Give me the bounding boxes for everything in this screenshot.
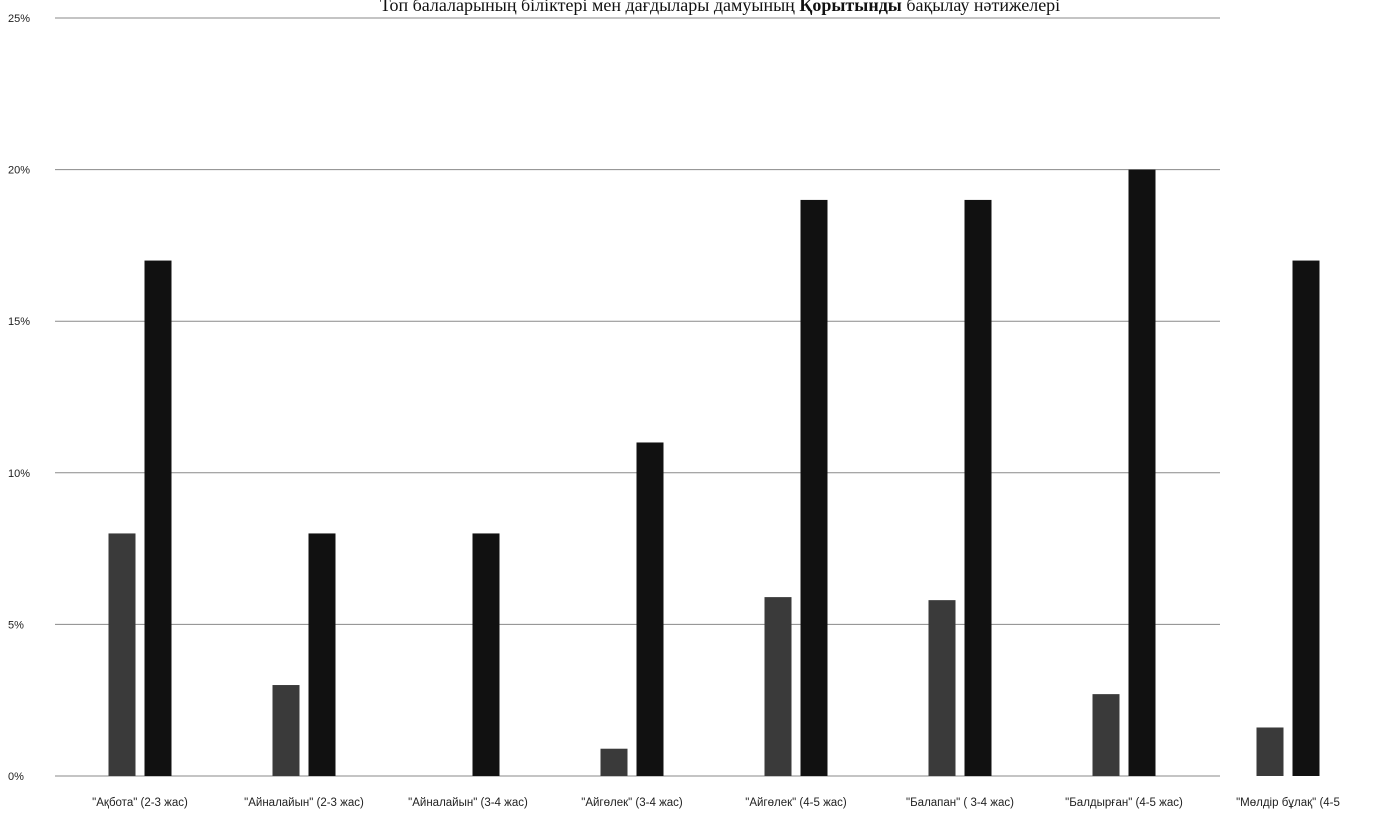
x-tick-label: "Балапан" ( 3-4 жас) xyxy=(906,797,1014,809)
bar xyxy=(1092,694,1120,776)
y-tick-label: 20% xyxy=(8,165,30,177)
bar xyxy=(764,597,792,776)
x-tick-label: "Айгөлек" (3-4 жас) xyxy=(581,797,683,809)
bar xyxy=(472,533,500,776)
x-tick-label: "Айгөлек" (4-5 жас) xyxy=(745,797,847,809)
bar xyxy=(600,748,628,776)
bar xyxy=(1128,169,1156,777)
y-tick-label: 25% xyxy=(8,13,30,25)
bar xyxy=(1292,260,1320,776)
bar xyxy=(800,199,828,777)
chart-title: Топ балаларының біліктері мен дағдылары … xyxy=(120,0,1320,16)
x-axis: "Ақбота" (2-3 жас) "Айналайын" (2-3 жас) "… xyxy=(92,797,1340,809)
y-tick-label: 5% xyxy=(8,619,24,631)
bar xyxy=(144,260,172,776)
y-tick-label: 0% xyxy=(8,771,24,783)
bars xyxy=(108,169,1320,777)
bar xyxy=(308,533,336,776)
bar xyxy=(636,442,664,776)
x-tick-label: "Айналайын" (3-4 жас) xyxy=(408,797,528,809)
bar xyxy=(1256,727,1284,776)
chart-title-part-2: Қорытынды xyxy=(799,0,902,15)
bar xyxy=(928,600,956,776)
x-tick-label: "Балдырған" (4-5 жас) xyxy=(1065,797,1183,809)
chart-title-part-1: Топ балаларының біліктері мен дағдылары … xyxy=(379,0,800,15)
bar xyxy=(108,533,136,776)
x-tick-label: "Мөлдір бұлақ" (4-5 xyxy=(1236,797,1340,809)
y-axis: 0% 5% 10% 15% 20% 25% xyxy=(8,13,30,783)
bar xyxy=(272,685,300,776)
chart-title-part-3: бақылау нәтижелері xyxy=(901,0,1061,15)
x-tick-label: "Ақбота" (2-3 жас) xyxy=(92,797,188,809)
y-tick-label: 15% xyxy=(8,316,30,328)
bar xyxy=(964,199,992,777)
y-tick-label: 10% xyxy=(8,468,30,480)
x-tick-label: "Айналайын" (2-3 жас) xyxy=(244,797,364,809)
